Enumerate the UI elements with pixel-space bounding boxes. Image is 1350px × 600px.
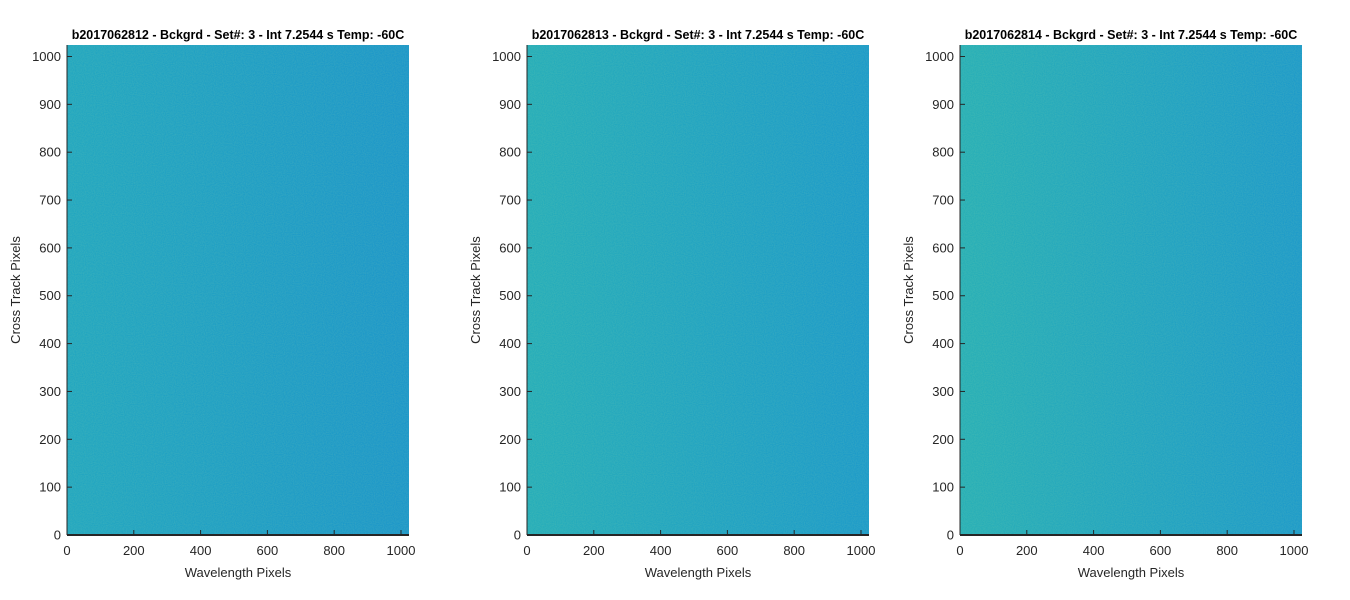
y-tick-label: 1000 — [925, 49, 954, 64]
heatmap-noise — [960, 45, 1302, 535]
y-tick-label: 800 — [499, 145, 521, 160]
x-tick-label: 200 — [1016, 543, 1038, 558]
y-tick-label: 0 — [54, 528, 61, 543]
x-tick-label: 400 — [1083, 543, 1105, 558]
y-tick-label: 1000 — [492, 49, 521, 64]
x-tick-label: 800 — [783, 543, 805, 558]
heatmap-noise — [527, 45, 869, 535]
x-axis-label: Wavelength Pixels — [645, 565, 752, 580]
x-axis-label: Wavelength Pixels — [185, 565, 292, 580]
y-tick-label: 900 — [932, 97, 954, 112]
y-tick-label: 700 — [39, 193, 61, 208]
chart-title: b2017062813 - Bckgrd - Set#: 3 - Int 7.2… — [532, 28, 865, 42]
x-tick-label: 600 — [717, 543, 739, 558]
y-tick-label: 600 — [499, 240, 521, 255]
panel-1: b2017062812 - Bckgrd - Set#: 3 - Int 7.2… — [8, 28, 415, 580]
y-tick-label: 400 — [499, 336, 521, 351]
x-tick-label: 1000 — [1280, 543, 1309, 558]
x-tick-label: 0 — [956, 543, 963, 558]
y-tick-label: 300 — [39, 384, 61, 399]
y-tick-label: 700 — [499, 193, 521, 208]
y-axis-label: Cross Track Pixels — [901, 236, 916, 344]
y-tick-label: 100 — [499, 480, 521, 495]
chart-title: b2017062814 - Bckgrd - Set#: 3 - Int 7.2… — [965, 28, 1298, 42]
x-tick-label: 800 — [323, 543, 345, 558]
y-axis-label: Cross Track Pixels — [8, 236, 23, 344]
y-tick-label: 700 — [932, 193, 954, 208]
y-tick-label: 300 — [499, 384, 521, 399]
y-tick-label: 600 — [39, 240, 61, 255]
x-tick-label: 1000 — [387, 543, 416, 558]
x-tick-label: 200 — [583, 543, 605, 558]
x-tick-label: 400 — [190, 543, 212, 558]
y-tick-label: 200 — [932, 432, 954, 447]
y-tick-label: 900 — [39, 97, 61, 112]
x-tick-label: 400 — [650, 543, 672, 558]
panel-2: b2017062813 - Bckgrd - Set#: 3 - Int 7.2… — [468, 28, 875, 580]
x-tick-label: 800 — [1216, 543, 1238, 558]
y-tick-label: 500 — [932, 288, 954, 303]
y-tick-label: 200 — [499, 432, 521, 447]
x-axis-label: Wavelength Pixels — [1078, 565, 1185, 580]
y-tick-label: 900 — [499, 97, 521, 112]
y-axis-label: Cross Track Pixels — [468, 236, 483, 344]
y-tick-label: 500 — [499, 288, 521, 303]
y-tick-label: 200 — [39, 432, 61, 447]
panel-3: b2017062814 - Bckgrd - Set#: 3 - Int 7.2… — [901, 28, 1308, 580]
y-tick-label: 1000 — [32, 49, 61, 64]
x-tick-label: 0 — [523, 543, 530, 558]
y-tick-label: 600 — [932, 240, 954, 255]
y-tick-label: 0 — [947, 528, 954, 543]
y-tick-label: 400 — [932, 336, 954, 351]
y-tick-label: 100 — [39, 480, 61, 495]
x-tick-label: 600 — [257, 543, 279, 558]
y-tick-label: 800 — [932, 145, 954, 160]
y-tick-label: 800 — [39, 145, 61, 160]
y-tick-label: 500 — [39, 288, 61, 303]
x-tick-label: 200 — [123, 543, 145, 558]
x-tick-label: 0 — [63, 543, 70, 558]
y-tick-label: 400 — [39, 336, 61, 351]
y-tick-label: 0 — [514, 528, 521, 543]
y-tick-label: 100 — [932, 480, 954, 495]
chart-title: b2017062812 - Bckgrd - Set#: 3 - Int 7.2… — [72, 28, 405, 42]
x-tick-label: 600 — [1150, 543, 1172, 558]
y-tick-label: 300 — [932, 384, 954, 399]
heatmap-noise — [67, 45, 409, 535]
x-tick-label: 1000 — [847, 543, 876, 558]
